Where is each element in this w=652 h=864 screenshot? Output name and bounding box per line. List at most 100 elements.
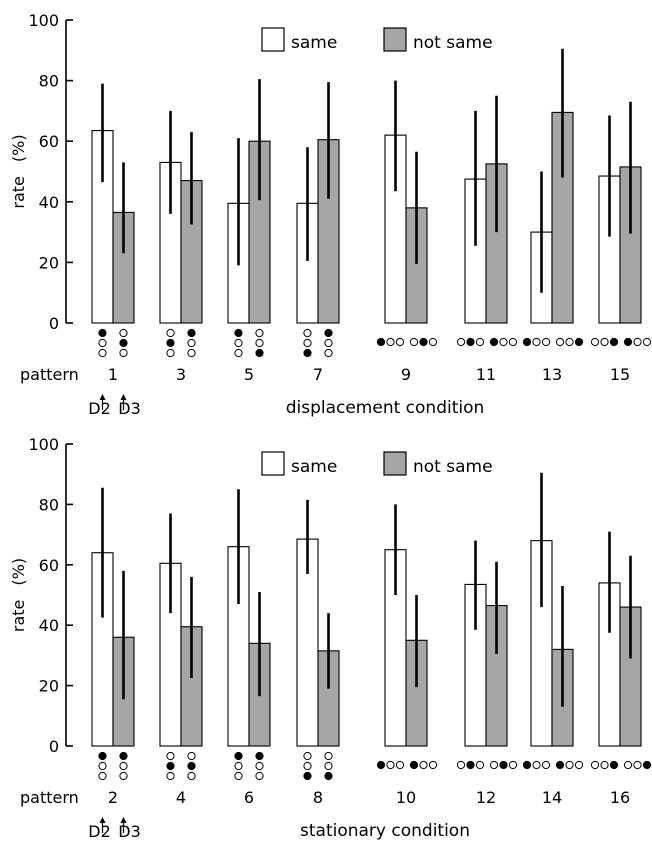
- pattern-icon-13: [522, 337, 584, 347]
- empty-dot-icon: [428, 337, 438, 347]
- empty-dot-icon: [508, 337, 518, 347]
- filled-dot-icon: [98, 328, 107, 338]
- empty-dot-icon: [532, 760, 541, 770]
- empty-dot-icon: [166, 348, 175, 358]
- x-tick-label: 7: [313, 365, 323, 384]
- pattern-icon-9: [376, 337, 438, 347]
- filled-dot-icon: [419, 337, 428, 347]
- filled-dot-icon: [574, 337, 584, 347]
- empty-dot-icon: [98, 761, 107, 771]
- x-tick-label: 11: [476, 365, 496, 384]
- arrow-label-d2: D2: [88, 822, 111, 841]
- empty-dot-icon: [541, 337, 551, 347]
- empty-dot-icon: [428, 760, 438, 770]
- filled-dot-icon: [642, 760, 652, 770]
- filled-dot-icon: [324, 328, 333, 338]
- y-axis-label-text: rate: [9, 600, 28, 633]
- filled-dot-icon: [187, 761, 196, 771]
- pattern-icon-14: [522, 760, 584, 770]
- arrow-up-icon: [120, 394, 127, 400]
- y-tick-label: 0: [49, 737, 59, 756]
- y-tick-label: 80: [39, 495, 59, 514]
- empty-dot-icon: [255, 771, 264, 781]
- pattern-icon-4: [166, 751, 196, 781]
- empty-dot-icon: [456, 760, 466, 770]
- pattern-icon-16: [590, 760, 652, 770]
- arrow-up-icon: [99, 394, 106, 400]
- empty-dot-icon: [565, 337, 574, 347]
- empty-dot-icon: [489, 760, 499, 770]
- x-tick-label: 13: [542, 365, 562, 384]
- empty-dot-icon: [590, 760, 600, 770]
- empty-dot-icon: [600, 760, 609, 770]
- pattern-icon-15: [590, 337, 652, 347]
- pattern-icon-5: [234, 328, 264, 358]
- empty-dot-icon: [409, 337, 419, 347]
- empty-dot-icon: [324, 751, 333, 761]
- y-tick-label: 60: [39, 556, 59, 575]
- y-axis-label: rate (%): [9, 134, 28, 208]
- y-tick-label: 20: [39, 677, 59, 696]
- arrow-up-icon: [120, 817, 127, 823]
- y-axis-unit: (%): [9, 558, 28, 586]
- y-tick-label: 40: [39, 193, 59, 212]
- x-tick-label: 12: [476, 788, 496, 807]
- empty-dot-icon: [98, 348, 107, 358]
- filled-dot-icon: [376, 337, 386, 347]
- empty-dot-icon: [532, 337, 541, 347]
- empty-dot-icon: [456, 337, 466, 347]
- empty-dot-icon: [555, 337, 565, 347]
- filled-dot-icon: [166, 761, 175, 771]
- filled-dot-icon: [166, 338, 175, 348]
- empty-dot-icon: [166, 328, 175, 338]
- empty-dot-icon: [166, 751, 175, 761]
- y-axis-label-text: rate: [9, 176, 28, 209]
- y-tick-label: 100: [28, 435, 59, 454]
- empty-dot-icon: [475, 760, 485, 770]
- empty-dot-icon: [187, 338, 196, 348]
- y-axis-unit: (%): [9, 134, 28, 162]
- empty-dot-icon: [386, 760, 395, 770]
- y-tick-label: 80: [39, 72, 59, 91]
- x-tick-label: 5: [244, 365, 254, 384]
- empty-dot-icon: [303, 328, 312, 338]
- empty-dot-icon: [324, 348, 333, 358]
- empty-dot-icon: [255, 338, 264, 348]
- empty-dot-icon: [419, 760, 428, 770]
- filled-dot-icon: [255, 348, 264, 358]
- legend-swatch-not-same: [383, 451, 407, 476]
- pattern-icon-12: [456, 760, 518, 770]
- empty-dot-icon: [166, 771, 175, 781]
- pattern-icon-3: [166, 328, 196, 358]
- y-axis-label: rate (%): [9, 558, 28, 632]
- empty-dot-icon: [499, 337, 508, 347]
- filled-dot-icon: [324, 771, 333, 781]
- filled-dot-icon: [489, 337, 499, 347]
- x-tick-label: 16: [610, 788, 630, 807]
- filled-dot-icon: [303, 348, 312, 358]
- x-tick-label: 3: [176, 365, 186, 384]
- legend-label-same: same: [291, 33, 337, 53]
- x-tick-label: 14: [542, 788, 562, 807]
- legend-label-same: same: [291, 457, 337, 477]
- filled-dot-icon: [119, 751, 128, 761]
- empty-dot-icon: [234, 771, 243, 781]
- arrow-up-icon: [99, 817, 106, 823]
- pattern-icon-11: [456, 337, 518, 347]
- empty-dot-icon: [234, 338, 243, 348]
- empty-dot-icon: [633, 760, 642, 770]
- empty-dot-icon: [98, 771, 107, 781]
- arrow-label-d3: D3: [118, 822, 141, 841]
- empty-dot-icon: [303, 751, 312, 761]
- filled-dot-icon: [555, 760, 565, 770]
- filled-dot-icon: [303, 771, 312, 781]
- filled-dot-icon: [522, 760, 532, 770]
- empty-dot-icon: [119, 771, 128, 781]
- x-tick-label: 1: [108, 365, 118, 384]
- filled-dot-icon: [376, 760, 386, 770]
- chart-panel-2: 0 20 40 60 80 100 rate (%) same not same 2 4 6 8 10 12 1…: [9, 435, 652, 841]
- filled-dot-icon: [187, 328, 196, 338]
- x-tick-label: 10: [396, 788, 416, 807]
- empty-dot-icon: [633, 337, 642, 347]
